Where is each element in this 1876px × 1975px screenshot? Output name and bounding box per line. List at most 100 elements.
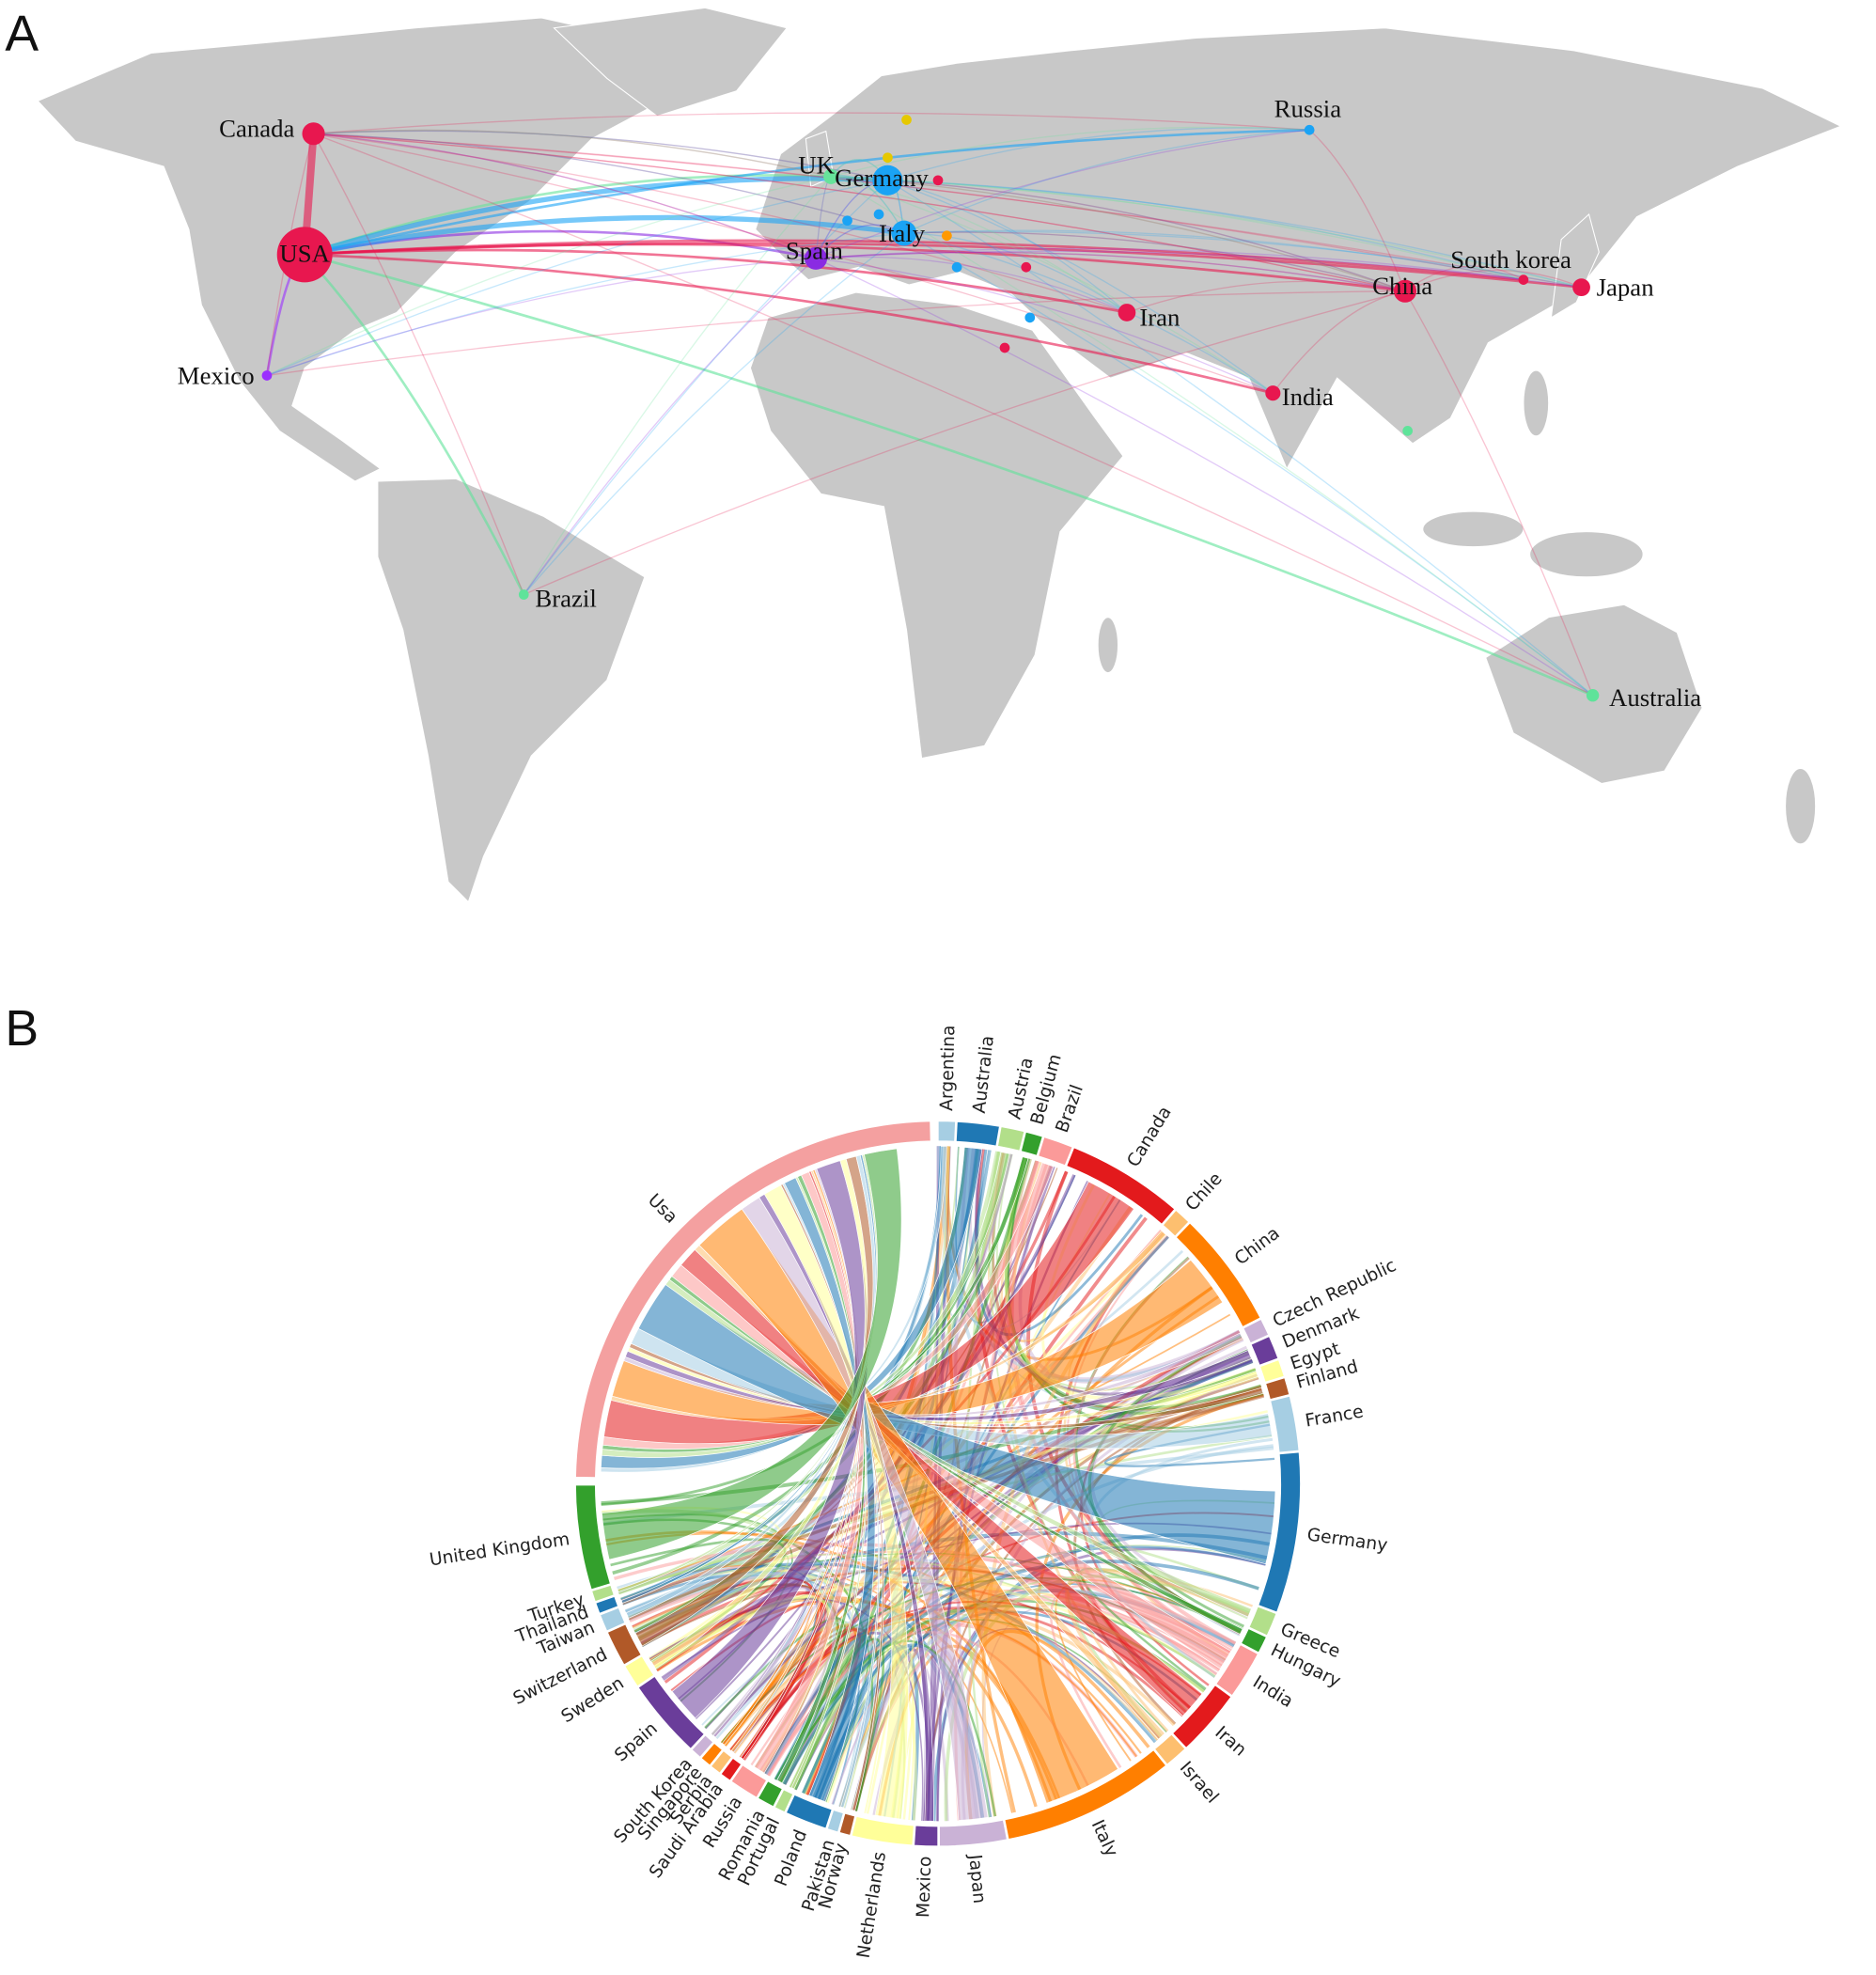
- segment-label: Australia: [970, 1035, 998, 1115]
- segment-label: Iran: [1211, 1723, 1249, 1761]
- node-label: Germany: [835, 164, 929, 192]
- link: [816, 250, 1582, 289]
- link: [903, 231, 1406, 292]
- node-label: Italy: [879, 219, 926, 247]
- segment: [913, 1825, 939, 1847]
- segment: [1247, 1606, 1278, 1638]
- link: [831, 176, 1406, 292]
- panel-label: B: [5, 1000, 39, 1057]
- link: [313, 133, 817, 259]
- indonesia: [1422, 510, 1524, 548]
- chord-line: [981, 1232, 1166, 1817]
- segment-label: France: [1304, 1402, 1365, 1431]
- country-node: [1572, 278, 1590, 297]
- segment: [1153, 1732, 1187, 1766]
- chord-line: [968, 1148, 1241, 1382]
- link: [887, 180, 1128, 313]
- minor-node: [842, 215, 852, 227]
- link: [266, 290, 1405, 377]
- segment-label: Brazil: [1053, 1082, 1087, 1135]
- link: [523, 180, 888, 595]
- country-node: [261, 370, 273, 381]
- link: [313, 133, 905, 234]
- link: [816, 256, 1128, 314]
- link: [313, 130, 888, 181]
- node-label: China: [1372, 272, 1432, 300]
- segment: [1249, 1335, 1279, 1367]
- segment: [699, 1742, 724, 1767]
- segment-label: Chile: [1182, 1169, 1227, 1215]
- minor-node: [873, 209, 884, 220]
- segment: [826, 1809, 845, 1833]
- node-label: Russia: [1274, 94, 1342, 122]
- link: [903, 232, 1128, 314]
- country-node: [891, 220, 917, 246]
- link: [313, 129, 832, 178]
- philippines: [1523, 369, 1550, 437]
- link: [304, 128, 1310, 257]
- link: [903, 229, 1524, 281]
- segment: [1257, 1450, 1302, 1614]
- segment: [851, 1815, 915, 1846]
- link: [830, 176, 1594, 697]
- segment-label: Spain: [611, 1718, 661, 1765]
- segment: [1214, 1643, 1259, 1697]
- minor-node: [942, 230, 952, 242]
- chord-ribbon: [601, 1148, 902, 1560]
- minor-node: [999, 342, 1010, 353]
- map-nodes: Canada USA Mexico Brazil UK Germany Spain Italy…: [178, 94, 1701, 712]
- link: [313, 133, 1274, 394]
- node-label: India: [1282, 383, 1334, 411]
- link: [523, 176, 832, 595]
- segment: [710, 1749, 733, 1775]
- map-links: [265, 112, 1594, 697]
- segment: [1037, 1136, 1074, 1167]
- minor-node: [883, 152, 893, 164]
- minor-node: [1402, 426, 1414, 436]
- node-label: USA: [279, 239, 330, 267]
- country-node: [302, 122, 325, 146]
- link: [266, 258, 817, 377]
- link: [313, 133, 817, 259]
- node-label: Spain: [786, 237, 843, 265]
- link: [903, 129, 1310, 234]
- segment-label: India: [1249, 1672, 1296, 1712]
- link: [815, 258, 1274, 394]
- node-label: Australia: [1609, 683, 1701, 712]
- segment: [1258, 1358, 1286, 1384]
- link: [1404, 269, 1582, 292]
- link: [312, 133, 524, 595]
- link: [830, 176, 1274, 394]
- link: [831, 176, 1524, 281]
- link: [313, 130, 888, 181]
- node-label: Mexico: [178, 361, 255, 389]
- segment: [1162, 1209, 1190, 1238]
- link: [831, 176, 1406, 292]
- africa: [749, 291, 1124, 760]
- link: [1308, 129, 1406, 291]
- link: [305, 248, 1128, 314]
- link: [523, 232, 905, 595]
- node-label: South korea: [1450, 245, 1571, 274]
- segment: [1240, 1627, 1268, 1654]
- chord-line: [626, 1569, 1158, 1743]
- panel-label: A: [5, 6, 39, 62]
- segment: [1065, 1146, 1177, 1226]
- link: [887, 180, 1274, 394]
- segment: [606, 1622, 643, 1667]
- segment: [757, 1779, 784, 1808]
- link: [1404, 290, 1594, 696]
- link: [816, 251, 1406, 292]
- link: [1272, 290, 1406, 394]
- link: [523, 258, 817, 595]
- segment-label: United Kingdom: [429, 1529, 571, 1570]
- link: [815, 129, 1310, 259]
- link: [903, 231, 1406, 292]
- link: [313, 133, 1582, 289]
- segment-label: Canada: [1124, 1103, 1176, 1170]
- chord-line: [704, 1617, 847, 1784]
- link: [815, 258, 1593, 697]
- segment-label: Germany: [1305, 1525, 1388, 1556]
- segment: [590, 1584, 616, 1603]
